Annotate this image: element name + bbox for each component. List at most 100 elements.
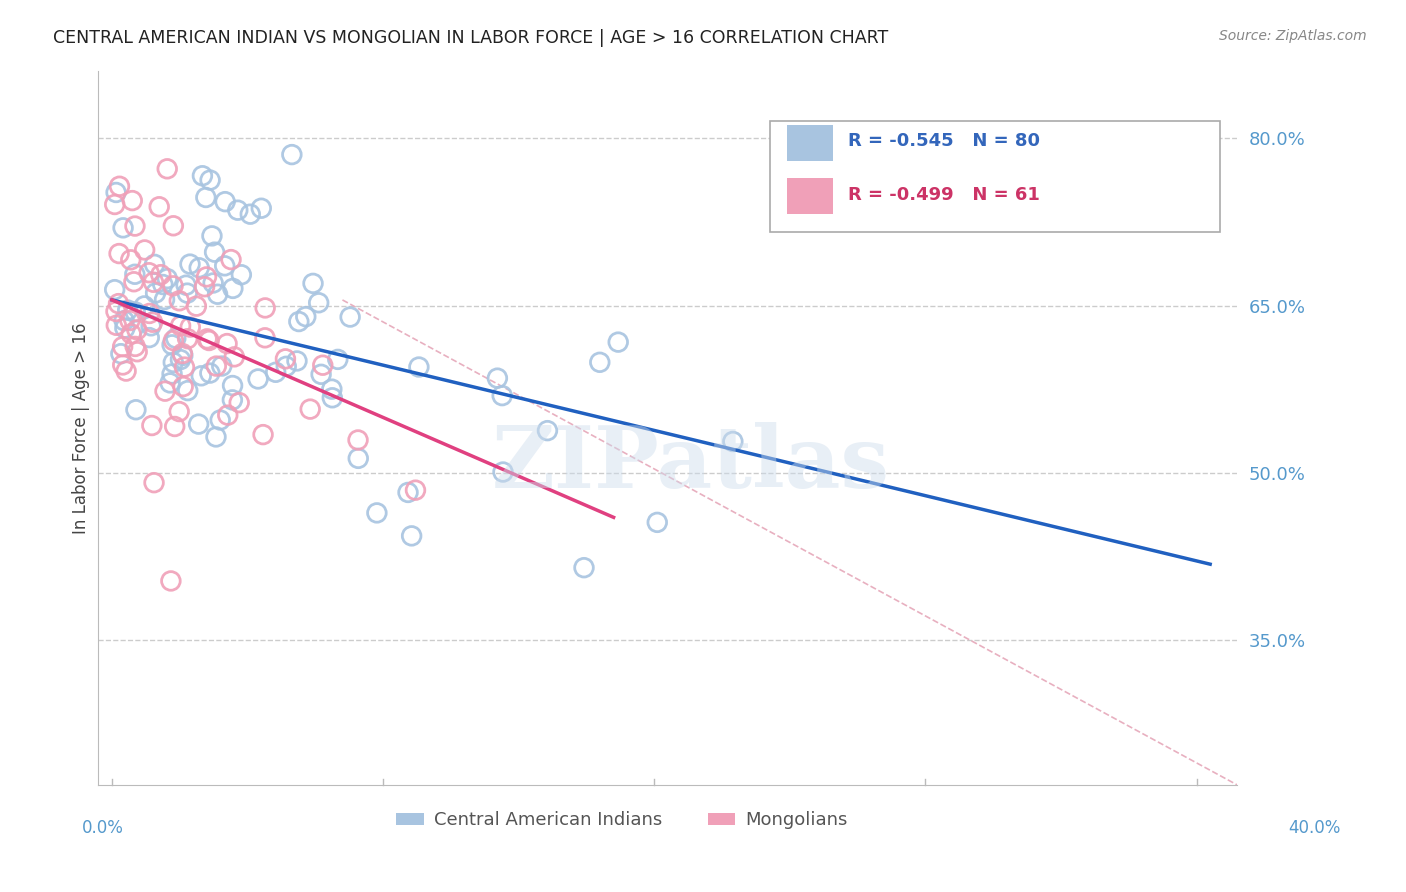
Point bbox=[299, 402, 322, 417]
Point bbox=[285, 354, 308, 368]
Point bbox=[228, 395, 250, 409]
Point bbox=[169, 318, 191, 333]
Point bbox=[217, 408, 239, 422]
Point bbox=[138, 306, 160, 320]
Point bbox=[143, 475, 166, 490]
Point bbox=[536, 424, 558, 438]
Point bbox=[167, 404, 190, 418]
Point bbox=[160, 367, 183, 381]
Text: 40.0%: 40.0% bbox=[1288, 819, 1341, 837]
Point bbox=[105, 318, 128, 333]
Point bbox=[224, 350, 246, 364]
Point bbox=[486, 371, 509, 385]
Point bbox=[250, 201, 273, 215]
Point bbox=[156, 161, 179, 176]
Point bbox=[209, 413, 232, 427]
Point bbox=[117, 303, 139, 318]
Point bbox=[205, 430, 228, 444]
Point bbox=[326, 352, 349, 367]
Point bbox=[222, 281, 245, 295]
Point bbox=[173, 360, 195, 375]
Point bbox=[721, 434, 744, 449]
Point bbox=[221, 378, 243, 392]
Point bbox=[153, 384, 176, 399]
Point bbox=[211, 359, 233, 373]
FancyBboxPatch shape bbox=[787, 178, 832, 214]
Point bbox=[156, 271, 179, 285]
Point bbox=[142, 315, 165, 329]
Point bbox=[339, 310, 361, 324]
Point bbox=[179, 320, 201, 334]
Point bbox=[121, 194, 143, 208]
Point bbox=[138, 330, 160, 344]
Point bbox=[396, 485, 419, 500]
Point bbox=[194, 190, 217, 204]
Point bbox=[165, 331, 187, 345]
Text: 0.0%: 0.0% bbox=[82, 819, 124, 837]
Text: R = -0.499   N = 61: R = -0.499 N = 61 bbox=[848, 186, 1039, 203]
Point bbox=[115, 364, 138, 378]
Point bbox=[308, 295, 330, 310]
Point bbox=[188, 260, 211, 275]
Point bbox=[492, 465, 515, 479]
Point bbox=[321, 382, 343, 396]
Point bbox=[198, 334, 221, 348]
Point bbox=[134, 299, 156, 313]
Point bbox=[114, 321, 136, 335]
Point bbox=[125, 402, 148, 417]
Point bbox=[169, 293, 191, 308]
Point bbox=[274, 351, 297, 366]
Point bbox=[264, 365, 287, 379]
Point bbox=[124, 219, 146, 233]
Text: R = -0.545   N = 80: R = -0.545 N = 80 bbox=[848, 132, 1040, 150]
Point bbox=[195, 332, 218, 346]
FancyBboxPatch shape bbox=[787, 125, 832, 161]
Point bbox=[110, 347, 132, 361]
Point bbox=[190, 368, 212, 383]
Point bbox=[214, 259, 236, 273]
Point bbox=[141, 418, 163, 433]
Point bbox=[177, 384, 200, 398]
Text: Source: ZipAtlas.com: Source: ZipAtlas.com bbox=[1219, 29, 1367, 43]
Point bbox=[104, 304, 127, 318]
Point bbox=[288, 314, 311, 328]
Point bbox=[159, 376, 181, 390]
Point bbox=[281, 147, 304, 161]
Point bbox=[214, 194, 236, 209]
Point bbox=[221, 392, 243, 407]
Point bbox=[239, 207, 262, 221]
Legend: Central American Indians, Mongolians: Central American Indians, Mongolians bbox=[389, 805, 855, 837]
Point bbox=[160, 574, 183, 588]
Point bbox=[186, 299, 208, 313]
Point bbox=[204, 245, 226, 260]
Point bbox=[124, 339, 146, 353]
Point bbox=[139, 318, 162, 333]
FancyBboxPatch shape bbox=[770, 121, 1220, 232]
Point bbox=[148, 200, 170, 214]
Point bbox=[172, 379, 194, 393]
Point bbox=[124, 267, 146, 281]
Point bbox=[219, 252, 242, 267]
Point bbox=[253, 331, 276, 345]
Point bbox=[112, 220, 135, 235]
Point bbox=[491, 389, 513, 403]
Point bbox=[312, 358, 335, 372]
Point bbox=[162, 278, 184, 293]
Point bbox=[215, 336, 238, 351]
Point bbox=[118, 313, 141, 327]
Point bbox=[276, 359, 298, 374]
Point bbox=[145, 285, 167, 300]
Point bbox=[162, 334, 184, 348]
Point bbox=[122, 275, 145, 289]
Point bbox=[134, 243, 156, 257]
Point bbox=[174, 278, 197, 293]
Point bbox=[125, 323, 148, 337]
Point bbox=[309, 368, 332, 382]
Point bbox=[153, 293, 176, 307]
Point bbox=[589, 355, 612, 369]
Point bbox=[172, 346, 194, 360]
Point bbox=[163, 419, 186, 434]
Point bbox=[160, 338, 183, 352]
Point bbox=[202, 276, 225, 290]
Point bbox=[112, 314, 135, 328]
